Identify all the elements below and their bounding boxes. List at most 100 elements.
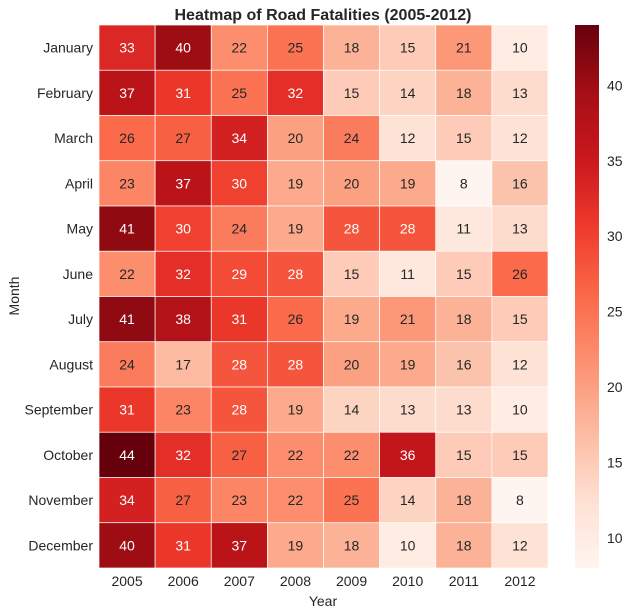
heatmap-cell <box>323 115 380 162</box>
heatmap-cell <box>154 250 212 297</box>
cell-value-label: 22 <box>288 492 304 508</box>
heatmap-cell <box>210 115 268 162</box>
heatmap-cell <box>435 115 493 162</box>
cell-value-label: 30 <box>232 175 248 191</box>
cell-value-label: 13 <box>456 402 472 418</box>
heatmap-cell <box>210 24 268 71</box>
heatmap-cell <box>98 522 156 569</box>
x-tick-label: 2007 <box>224 573 255 589</box>
heatmap-cell <box>435 522 493 569</box>
heatmap-cell <box>323 205 380 252</box>
cell-value-label: 40 <box>119 537 135 553</box>
heatmap-cell <box>267 24 324 71</box>
colorbar-tick-label: 10 <box>607 530 623 546</box>
cell-value-label: 19 <box>400 175 416 191</box>
heatmap-cell <box>435 296 493 343</box>
cell-value-label: 34 <box>232 130 248 146</box>
cell-value-label: 27 <box>175 130 191 146</box>
cell-value-label: 19 <box>344 311 360 327</box>
heatmap-cell <box>154 431 212 478</box>
cell-value-label: 13 <box>400 402 416 418</box>
heatmap-cell <box>435 477 493 524</box>
cell-value-label: 28 <box>344 221 360 237</box>
cell-value-label: 26 <box>288 311 304 327</box>
heatmap-cell <box>435 160 493 207</box>
cell-value-label: 18 <box>456 85 472 101</box>
heatmap-cell <box>267 160 324 207</box>
colorbar-tick-label: 15 <box>607 454 623 470</box>
heatmap-cells: 33 40 22 25 18 15 21 10 37 31 25 32 15 14 18 13 26 27 34 20… <box>98 24 549 569</box>
cell-value-label: 15 <box>456 130 472 146</box>
heatmap-cell <box>98 477 156 524</box>
cell-value-label: 24 <box>344 130 360 146</box>
heatmap-cell <box>267 386 324 433</box>
cell-value-label: 30 <box>175 221 191 237</box>
heatmap-cell <box>210 477 268 524</box>
cell-value-label: 24 <box>119 356 135 372</box>
heatmap-cell <box>210 250 268 297</box>
cell-value-label: 13 <box>512 221 528 237</box>
heatmap-cell <box>491 296 549 343</box>
cell-value-label: 18 <box>344 40 360 56</box>
heatmap-cell <box>210 522 268 569</box>
cell-value-label: 21 <box>400 311 416 327</box>
cell-value-label: 19 <box>288 402 304 418</box>
heatmap-cell <box>491 477 549 524</box>
cell-value-label: 22 <box>232 40 248 56</box>
chart-title: Heatmap of Road Fatalities (2005-2012) <box>175 7 472 24</box>
cell-value-label: 23 <box>232 492 248 508</box>
cell-value-label: 33 <box>119 40 135 56</box>
heatmap-cell <box>491 205 549 252</box>
colorbar-ticks: 10 15 20 25 30 35 40 <box>607 77 623 545</box>
cell-value-label: 20 <box>344 175 360 191</box>
heatmap-cell <box>379 522 437 569</box>
y-tick-label: September <box>25 402 94 418</box>
heatmap-cell <box>323 431 380 478</box>
cell-value-label: 13 <box>512 85 528 101</box>
cell-value-label: 11 <box>457 221 472 237</box>
x-tick-label: 2008 <box>280 573 311 589</box>
cell-value-label: 10 <box>400 537 416 553</box>
cell-value-label: 15 <box>344 85 360 101</box>
y-tick-label: August <box>49 356 93 372</box>
y-tick-label: July <box>68 311 93 327</box>
cell-value-label: 23 <box>119 175 135 191</box>
cell-value-label: 29 <box>232 266 248 282</box>
y-tick-label: May <box>67 221 93 237</box>
heatmap-cell <box>323 477 380 524</box>
cell-value-label: 37 <box>232 537 248 553</box>
cell-value-label: 22 <box>288 447 304 463</box>
y-tick-label: December <box>28 537 93 553</box>
colorbar-tick-label: 35 <box>607 153 623 169</box>
y-tick-labels: January February March April May June July Augu… <box>25 40 94 554</box>
heatmap-cell <box>323 160 380 207</box>
heatmap-cell <box>435 431 493 478</box>
colorbar-tick-label: 20 <box>607 379 623 395</box>
heatmap-cell <box>98 296 156 343</box>
heatmap-cell <box>210 160 268 207</box>
cell-value-label: 25 <box>288 40 304 56</box>
cell-value-label: 15 <box>400 40 416 56</box>
x-axis-label: Year <box>309 593 338 609</box>
x-tick-label: 2010 <box>392 573 423 589</box>
heatmap-cell <box>267 69 324 116</box>
heatmap-cell <box>379 250 437 297</box>
heatmap-cell <box>379 296 437 343</box>
heatmap-cell <box>267 115 324 162</box>
cell-value-label: 36 <box>400 447 416 463</box>
heatmap-cell <box>323 341 380 388</box>
y-tick-label: October <box>43 447 93 463</box>
cell-value-label: 31 <box>175 537 191 553</box>
heatmap-cell <box>323 250 380 297</box>
x-tick-label: 2009 <box>336 573 367 589</box>
cell-value-label: 15 <box>512 311 528 327</box>
cell-value-label: 23 <box>175 402 191 418</box>
heatmap-cell <box>210 205 268 252</box>
heatmap-cell <box>154 477 212 524</box>
cell-value-label: 18 <box>456 492 472 508</box>
cell-value-label: 8 <box>516 492 524 508</box>
cell-value-label: 28 <box>288 266 304 282</box>
cell-value-label: 16 <box>456 356 472 372</box>
colorbar-tick-label: 25 <box>607 304 623 320</box>
cell-value-label: 10 <box>512 40 528 56</box>
